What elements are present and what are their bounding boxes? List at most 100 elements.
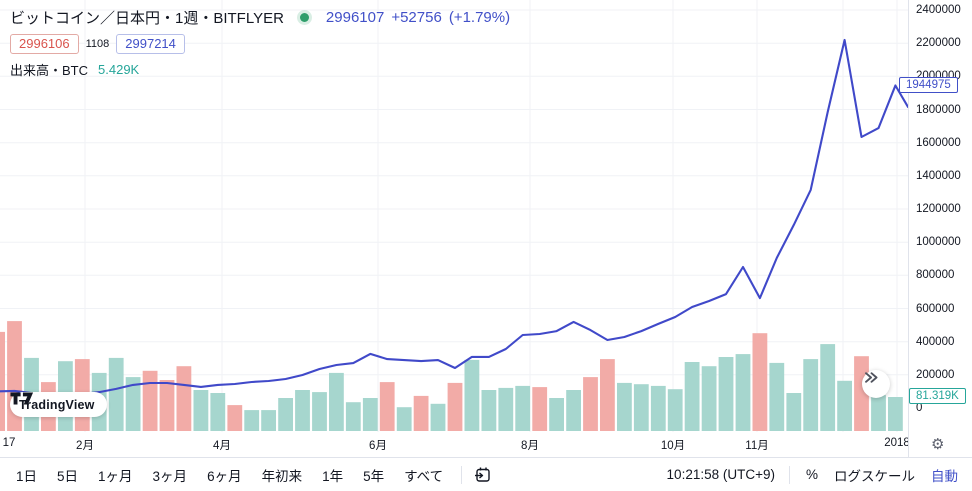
volume-bar xyxy=(549,398,564,431)
range-button[interactable]: 3ヶ月 xyxy=(152,468,188,484)
gear-icon[interactable]: ⚙ xyxy=(931,435,945,453)
volume-bar xyxy=(803,359,819,431)
price-tick-label: 2400000 xyxy=(916,4,961,16)
range-button[interactable]: 1ヶ月 xyxy=(98,468,133,484)
time-tick-label: 4月 xyxy=(213,440,231,452)
range-button[interactable]: 1日 xyxy=(16,468,38,484)
volume-bar xyxy=(820,344,836,431)
volume-indicator-value: 5.429K xyxy=(98,62,140,77)
price-tick-label: 1200000 xyxy=(916,203,961,215)
time-tick-label: 6月 xyxy=(369,440,387,452)
volume-bar xyxy=(312,392,327,431)
volume-axis-label: 81.319K xyxy=(909,388,966,404)
double-chevron-right-icon xyxy=(865,372,878,383)
volume-bar xyxy=(210,393,226,431)
spread-value: 1108 xyxy=(85,38,110,50)
price-change: +52756 xyxy=(391,9,442,26)
volume-bar xyxy=(447,382,463,431)
volume-bar xyxy=(837,380,852,431)
range-button-group: 1日 5日 1ヶ月 3ヶ月 6ヶ月 年初来 1年 5年 すべて xyxy=(6,464,496,486)
price-tick-label: 1800000 xyxy=(916,103,961,116)
chart-pane[interactable]: ビットコイン／日本円・1週・BITFLYER 2996107 +52756 (+… xyxy=(0,0,908,432)
volume-bar xyxy=(142,370,158,431)
volume-bar xyxy=(871,395,886,431)
ask-price-button[interactable]: 2997214 xyxy=(116,34,185,54)
volume-bar xyxy=(193,390,209,431)
tradingview-logo-icon xyxy=(10,392,34,405)
volume-bar xyxy=(769,362,785,431)
log-scale-button[interactable]: ログスケール xyxy=(834,468,915,484)
volume-bar xyxy=(718,357,734,431)
tradingview-watermark-label: TradingView xyxy=(19,397,95,412)
symbol-title[interactable]: ビットコイン／日本円・1週・BITFLYER xyxy=(10,10,284,27)
time-tick-label: 2月 xyxy=(76,440,94,452)
volume-bar xyxy=(379,382,395,431)
range-button[interactable]: 1年 xyxy=(322,468,344,484)
price-tick-label: 0 xyxy=(916,402,923,414)
market-status-icon xyxy=(299,13,309,22)
volume-bar xyxy=(345,402,361,431)
volume-indicator-label[interactable]: 出来高・BTC xyxy=(10,63,89,78)
price-tick-label: 400000 xyxy=(916,335,955,348)
volume-bar xyxy=(617,382,632,431)
scroll-to-recent-button[interactable] xyxy=(862,370,890,398)
time-axis[interactable]: 17 2月 4月 6月 8月 10月 11月 2018 xyxy=(0,432,908,457)
volume-bar xyxy=(566,390,581,431)
price-tick-label: 2200000 xyxy=(916,37,961,50)
price-tick-label: 1000000 xyxy=(916,236,961,249)
bottom-toolbar: 1日 5日 1ヶ月 3ヶ月 6ヶ月 年初来 1年 5年 すべて 10:21:58 (UTC+9)… xyxy=(0,457,972,491)
volume-bar xyxy=(684,362,700,431)
toolbar-divider xyxy=(788,465,790,484)
price-tick-label: 1400000 xyxy=(916,169,961,182)
volume-bar xyxy=(413,395,429,431)
go-to-date-button[interactable] xyxy=(470,464,496,486)
volume-bar xyxy=(176,366,192,431)
volume-bar xyxy=(278,398,293,431)
range-button[interactable]: 6ヶ月 xyxy=(207,468,242,484)
price-change-percent: (+1.79%) xyxy=(448,9,511,26)
volume-bar xyxy=(464,359,480,431)
range-button[interactable]: 5日 xyxy=(57,468,79,484)
percent-scale-button[interactable]: % xyxy=(805,467,818,482)
volume-bar xyxy=(650,385,666,431)
volume-bar xyxy=(396,407,412,431)
time-tick-label: 10月 xyxy=(660,440,686,452)
bid-price-button[interactable]: 2996106 xyxy=(10,34,79,54)
last-price-group: 2996107 +52756 (+1.79%) xyxy=(326,9,510,26)
volume-bar xyxy=(735,354,751,431)
time-tick-label: 8月 xyxy=(521,440,539,452)
volume-bar xyxy=(261,410,276,431)
price-tick-label: 600000 xyxy=(916,302,955,315)
range-button[interactable]: 5年 xyxy=(363,468,385,484)
volume-bar xyxy=(227,405,243,431)
volume-bar xyxy=(600,359,615,431)
volume-bar xyxy=(752,333,768,431)
last-price: 2996107 xyxy=(325,9,385,26)
calendar-icon xyxy=(475,467,490,482)
price-axis[interactable]: 0 200000 400000 600000 800000 1000000 1200000 1… xyxy=(899,0,972,432)
volume-bar xyxy=(362,398,378,431)
range-button[interactable]: すべて xyxy=(404,468,444,484)
time-axis-strip: 17 2月 4月 6月 8月 10月 11月 2018 ⚙ xyxy=(0,432,972,457)
price-tick-label: 1600000 xyxy=(916,136,961,149)
volume-bar xyxy=(295,390,310,431)
volume-bar xyxy=(532,387,548,431)
time-axis-corner: ⚙ xyxy=(908,432,972,457)
volume-bar xyxy=(108,357,124,431)
volume-bar xyxy=(244,410,260,431)
volume-bar xyxy=(430,403,446,431)
range-button[interactable]: 年初来 xyxy=(261,468,303,484)
volume-bar xyxy=(498,387,514,431)
tradingview-watermark[interactable]: TradingView xyxy=(10,392,107,417)
volume-bar xyxy=(667,389,683,431)
last-price-axis-label: 1944975 xyxy=(899,77,958,93)
volume-bar xyxy=(633,384,649,431)
volume-bar xyxy=(786,393,802,431)
auto-scale-button[interactable]: 自動 xyxy=(931,468,958,484)
volume-bar xyxy=(159,380,175,431)
clock[interactable]: 10:21:58 (UTC+9) xyxy=(666,467,775,482)
volume-bar xyxy=(481,390,497,431)
time-tick-label: 17 xyxy=(2,437,16,449)
volume-bar xyxy=(515,385,531,431)
price-chart[interactable] xyxy=(0,0,908,432)
